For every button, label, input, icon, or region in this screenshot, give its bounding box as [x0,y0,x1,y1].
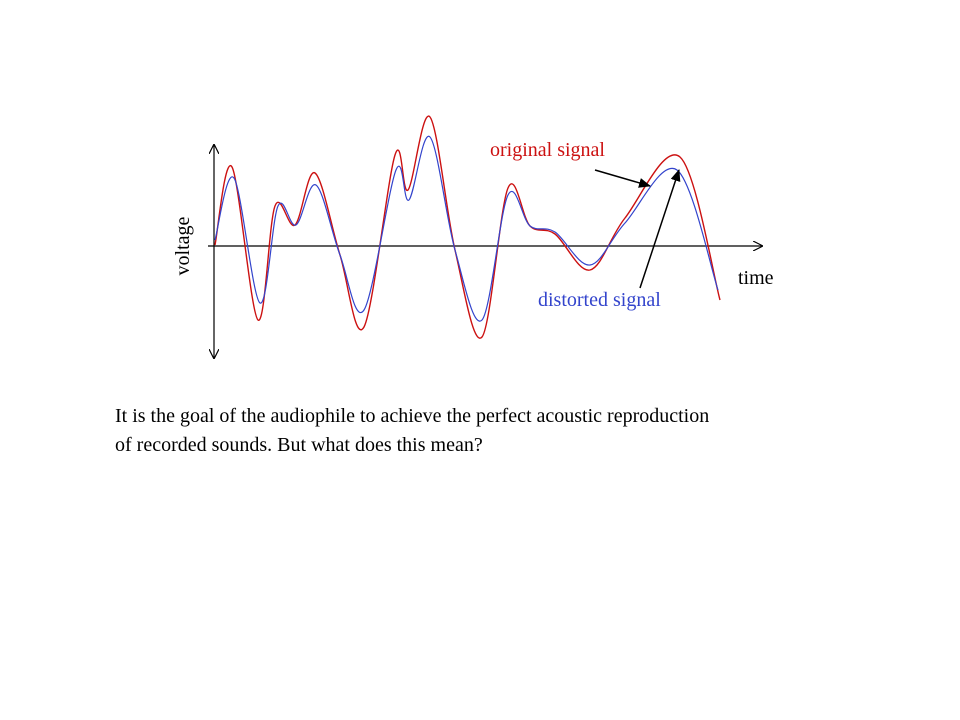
caption-line: It is the goal of the audiophile to achi… [115,405,709,427]
x-axis-label: time [738,267,774,289]
original-label: original signal [490,139,605,161]
caption-line: of recorded sounds. But what does this m… [115,434,483,456]
distorted-pointer [639,169,681,289]
distorted-label: distorted signal [538,289,661,311]
distorted-wave [214,135,719,322]
y-axis-label: voltage [172,216,194,275]
original-pointer [594,169,651,188]
original-wave [214,115,721,339]
